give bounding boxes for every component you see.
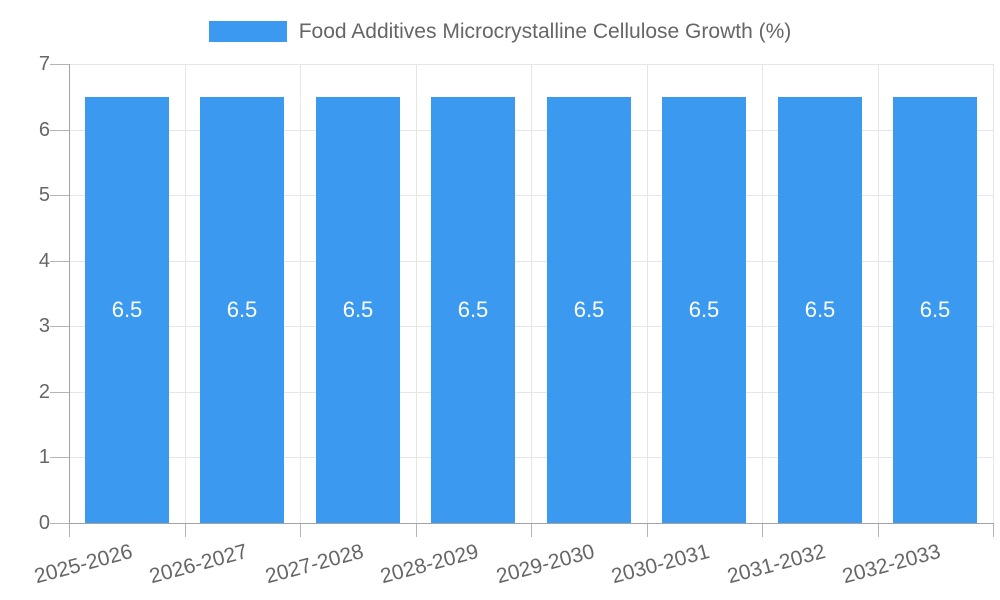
x-gridline [878, 64, 879, 523]
y-tick-mark [50, 261, 69, 262]
x-tick-mark [531, 523, 532, 537]
y-axis-tick-label: 2 [38, 381, 50, 403]
x-gridline [300, 64, 301, 523]
y-axis-tick-label: 1 [38, 446, 50, 468]
bar-value-label: 6.5 [919, 297, 951, 322]
y-tick-mark [50, 392, 69, 393]
x-tick-mark [762, 523, 763, 537]
bar-value-label: 6.5 [111, 297, 143, 322]
legend-swatch[interactable] [208, 21, 287, 42]
y-axis-tick-label: 5 [38, 184, 50, 206]
x-axis-line [69, 523, 994, 524]
x-tick-mark [993, 523, 994, 537]
bar[interactable] [431, 97, 515, 523]
bar[interactable] [547, 97, 631, 523]
x-tick-mark [416, 523, 417, 537]
bar-value-label: 6.5 [342, 297, 374, 322]
y-axis-tick-label: 3 [38, 315, 50, 337]
y-tick-mark [50, 195, 69, 196]
x-gridline [762, 64, 763, 523]
y-tick-mark [50, 130, 69, 131]
x-gridline [993, 64, 994, 523]
legend-label[interactable]: Food Additives Microcrystalline Cellulos… [298, 20, 792, 43]
bar[interactable] [200, 97, 284, 523]
x-tick-mark [185, 523, 186, 537]
y-tick-mark [50, 64, 69, 65]
bar-value-label: 6.5 [573, 297, 605, 322]
x-gridline [416, 64, 417, 523]
bar[interactable] [662, 97, 746, 523]
x-gridline [185, 64, 186, 523]
x-tick-mark [878, 523, 879, 537]
x-gridline [531, 64, 532, 523]
bar[interactable] [778, 97, 862, 523]
x-tick-mark [69, 523, 70, 537]
legend[interactable]: Food Additives Microcrystalline Cellulos… [0, 19, 1000, 44]
bar[interactable] [85, 97, 169, 523]
y-axis-tick-label: 6 [38, 119, 50, 141]
y-axis-line [69, 64, 70, 523]
bar-value-label: 6.5 [226, 297, 258, 322]
y-axis-tick-label: 7 [38, 53, 50, 75]
bar-value-label: 6.5 [804, 297, 836, 322]
y-tick-mark [50, 326, 69, 327]
bar-value-label: 6.5 [688, 297, 720, 322]
bar-value-label: 6.5 [457, 297, 489, 322]
x-gridline [647, 64, 648, 523]
y-axis-tick-label: 0 [38, 512, 50, 534]
y-tick-mark [50, 523, 69, 524]
bar[interactable] [316, 97, 400, 523]
x-tick-mark [647, 523, 648, 537]
bar[interactable] [893, 97, 977, 523]
x-tick-mark [300, 523, 301, 537]
y-axis-tick-label: 4 [38, 250, 50, 272]
y-tick-mark [50, 457, 69, 458]
